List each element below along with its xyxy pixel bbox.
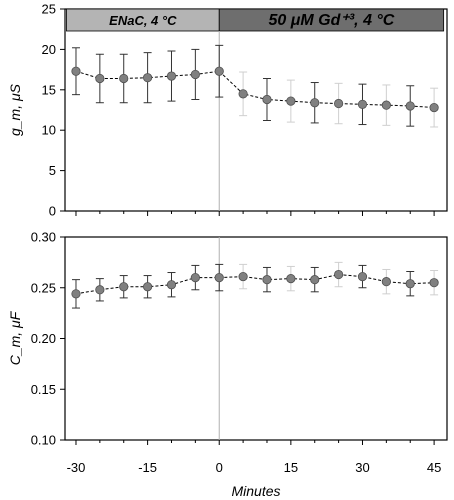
cm-data-point <box>214 272 224 283</box>
cm-data-point <box>381 277 391 287</box>
gm-data-point <box>262 94 272 105</box>
gm-data-point <box>429 102 439 113</box>
cm-ytick-label: 0.15 <box>31 382 56 397</box>
cm-ytick-label: 0.25 <box>31 280 56 295</box>
capacitance-panel: 0.10 0.15 0.20 0.25 0.30 C_m, μF <box>7 230 448 448</box>
gm-data-point <box>190 69 200 80</box>
gm-ytick-label: 5 <box>49 163 56 178</box>
gm-data-point <box>238 89 248 99</box>
gm-data-point <box>310 98 320 108</box>
gm-data-point <box>166 71 177 81</box>
cm-data-point <box>95 285 105 295</box>
gm-data-point <box>381 100 391 110</box>
gm-data-point <box>405 101 415 111</box>
x-tick-label: 30 <box>355 460 369 475</box>
cm-ytick-label: 0.30 <box>31 230 56 245</box>
gm-data-point <box>357 99 368 109</box>
x-tick-label: 45 <box>427 460 441 475</box>
cm-plot-frame <box>64 236 448 441</box>
gm-data-point <box>214 66 224 76</box>
cm-data-point <box>334 269 344 280</box>
cm-data-point <box>405 279 415 289</box>
condition-bar-1 <box>218 8 445 32</box>
gm-ytick-label: 10 <box>42 123 56 138</box>
condition-label-0: ENaC, 4 °C <box>109 13 177 28</box>
cm-ylabel: C_m, μF <box>7 310 23 365</box>
cm-data-point <box>286 274 296 284</box>
cm-data-point <box>71 289 81 299</box>
gm-data-point <box>143 73 153 83</box>
x-tick-label: 15 <box>284 460 298 475</box>
cm-data-point <box>166 280 177 290</box>
x-tick-label: -15 <box>138 460 157 475</box>
conductance-panel: ENaC, 4 °C 50 μM Gd⁺³, 4 °C 0 5 10 15 20 25 g_m,… <box>7 2 448 219</box>
gm-series-line <box>75 70 435 109</box>
gm-data-point <box>95 73 105 84</box>
cm-data-point <box>190 272 200 283</box>
cm-ytick-label: 0.20 <box>31 331 56 346</box>
gm-data-point <box>119 73 129 84</box>
gm-ytick-label: 20 <box>42 42 56 57</box>
cm-data-point <box>238 271 248 282</box>
cm-data-point <box>429 278 439 288</box>
condition-label-1: 50 μM Gd⁺³, 4 °C <box>269 12 395 29</box>
cm-data-point <box>357 271 368 282</box>
gm-plot-frame <box>64 8 448 212</box>
cm-data-point <box>262 275 272 285</box>
gm-ytick-label: 25 <box>42 2 56 17</box>
gm-ytick-label: 15 <box>42 82 56 97</box>
x-tick-label: -30 <box>67 460 86 475</box>
cm-ytick-label: 0.10 <box>31 433 56 448</box>
cm-series-line <box>75 274 435 295</box>
x-tick-label: 0 <box>216 460 223 475</box>
x-axis-label: Minutes <box>231 483 280 499</box>
gm-ylabel: g_m, μS <box>7 83 23 136</box>
cm-data-point <box>310 275 320 285</box>
x-axis: -30 -15 0 15 30 45 Minutes <box>67 460 442 499</box>
cm-data-point <box>143 282 153 292</box>
gm-data-point <box>334 98 344 109</box>
cm-data-point <box>119 282 129 292</box>
gm-data-point <box>286 96 296 106</box>
gm-data-point <box>71 66 81 76</box>
gm-ytick-label: 0 <box>49 204 56 219</box>
